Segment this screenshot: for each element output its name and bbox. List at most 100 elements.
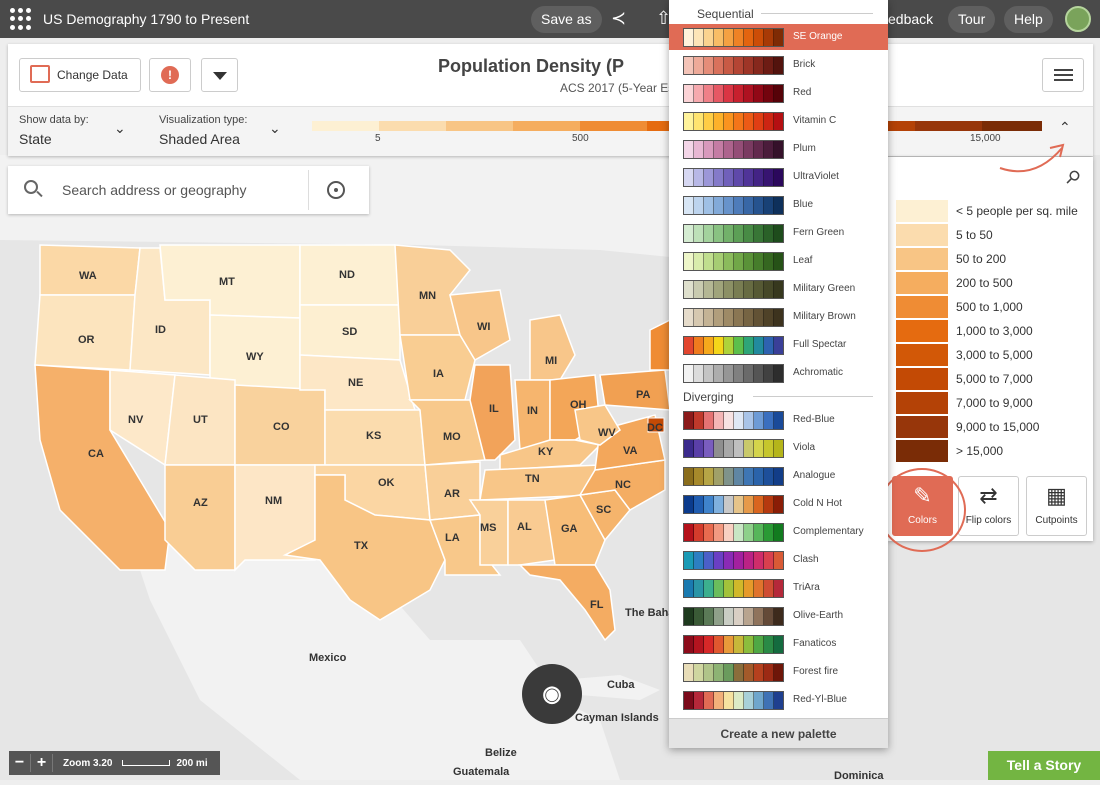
palette-option[interactable]: Brick [669, 52, 888, 78]
viz-type-select[interactable]: Shaded Area [159, 131, 240, 147]
palette-option[interactable]: Vitamin C [669, 108, 888, 134]
tell-a-story-button[interactable]: Tell a Story [988, 751, 1100, 780]
state-NY-edge[interactable] [649, 318, 671, 371]
locate-icon[interactable] [327, 181, 345, 199]
palette-color-chip [734, 468, 744, 485]
search-input[interactable]: Search address or geography [62, 182, 247, 198]
state-AZ[interactable] [164, 464, 236, 571]
palette-color-chip [724, 141, 734, 158]
palette-color-chip [744, 496, 754, 513]
palette-option[interactable]: Full Spectar [669, 332, 888, 358]
zoom-in-button[interactable]: + [31, 754, 53, 772]
state-AL[interactable] [507, 499, 556, 566]
tour-button[interactable]: Tour [948, 6, 996, 33]
state-TX[interactable] [282, 474, 446, 621]
compare-split-button[interactable]: ◉ [522, 664, 582, 724]
state-FL[interactable] [518, 564, 616, 642]
scale-swatch [915, 121, 982, 131]
menu-button[interactable] [1042, 58, 1084, 92]
state-label: MN [419, 290, 436, 302]
state-DC[interactable] [647, 417, 665, 433]
palette-color-chip [764, 253, 774, 270]
show-by-select[interactable]: State [19, 131, 52, 147]
colors-button[interactable]: ✎ Colors [892, 476, 953, 536]
palette-color-chip [764, 412, 774, 429]
zoom-out-button[interactable]: − [9, 754, 31, 772]
palette-option[interactable]: Olive-Earth [669, 603, 888, 629]
state-label: TX [354, 540, 369, 552]
palette-color-chip [764, 281, 774, 298]
palette-swatch [683, 663, 784, 682]
palette-color-chip [774, 496, 783, 513]
palette-color-chip [744, 337, 754, 354]
palette-option[interactable]: Cold N Hot [669, 491, 888, 517]
palette-option[interactable]: Analogue [669, 463, 888, 489]
state-IL[interactable] [469, 364, 516, 461]
change-data-button[interactable]: Change Data [19, 58, 141, 92]
viz-type-chevron-icon[interactable]: ⌄ [269, 120, 281, 136]
palette-option[interactable]: Plum [669, 136, 888, 162]
palette-option[interactable]: SE Orange [669, 24, 888, 50]
palette-option[interactable]: Fanaticos [669, 631, 888, 657]
feedback-button[interactable]: edback [888, 11, 934, 27]
palette-option[interactable]: Leaf [669, 248, 888, 274]
collapse-legend-chevron-icon[interactable]: ⌃ [1059, 119, 1071, 135]
app-logo-icon[interactable] [10, 8, 32, 30]
cutpoints-button[interactable]: ▦ Cutpoints [1026, 476, 1087, 536]
palette-color-chip [774, 29, 783, 46]
palette-color-chip [774, 141, 783, 158]
state-MI[interactable] [529, 314, 576, 381]
palette-option[interactable]: TriAra [669, 575, 888, 601]
flip-colors-button[interactable]: ⇄ Flip colors [958, 476, 1019, 536]
palette-name: Leaf [793, 255, 813, 266]
palette-color-chip [704, 85, 714, 102]
state-WV[interactable] [574, 404, 621, 446]
palette-color-chip [684, 309, 694, 326]
palette-option[interactable]: Military Green [669, 276, 888, 302]
info-button[interactable]: ! [149, 58, 191, 92]
palette-color-chip [694, 337, 704, 354]
palette-option[interactable]: Fern Green [669, 220, 888, 246]
palette-option[interactable]: Red [669, 80, 888, 106]
create-palette-button[interactable]: Create a new palette [669, 718, 888, 748]
state-GA[interactable] [544, 494, 606, 566]
scale-swatch [312, 121, 379, 131]
palette-color-chip [744, 636, 754, 653]
palette-option[interactable]: Blue [669, 192, 888, 218]
user-avatar[interactable] [1065, 6, 1091, 32]
palette-swatch [683, 691, 784, 710]
palette-option[interactable]: Viola [669, 435, 888, 461]
app-title[interactable]: US Demography 1790 to Present [43, 11, 250, 27]
state-IA[interactable] [399, 334, 476, 401]
palette-option[interactable]: Complementary [669, 519, 888, 545]
save-as-button[interactable]: Save as [531, 6, 602, 33]
pin-icon[interactable]: ⚲ [1061, 165, 1085, 189]
palette-name: Military Brown [793, 311, 856, 322]
show-by-chevron-icon[interactable]: ⌄ [114, 120, 126, 136]
palette-color-chip [724, 113, 734, 130]
state-WI[interactable] [449, 289, 511, 362]
palette-option[interactable]: Military Brown [669, 304, 888, 330]
state-MS[interactable] [468, 499, 509, 566]
export-icon[interactable]: ⇧ [656, 8, 672, 28]
state-MO[interactable] [408, 399, 486, 466]
palette-color-chip [744, 664, 754, 681]
help-button[interactable]: Help [1004, 6, 1053, 33]
palette-option[interactable]: Red-Blue [669, 407, 888, 433]
palette-option[interactable]: UltraViolet [669, 164, 888, 190]
colors-label: Colors [908, 515, 937, 526]
dropdown-button[interactable] [201, 58, 238, 92]
palette-option[interactable]: Clash [669, 547, 888, 573]
share-icon[interactable]: ≺ [611, 8, 627, 28]
palette-name: Red-Yl-Blue [793, 694, 847, 705]
palette-color-chip [754, 29, 764, 46]
state-NM[interactable] [234, 464, 316, 572]
palette-option[interactable]: Achromatic [669, 360, 888, 386]
scale-label: 200 mi [176, 757, 208, 769]
map-svg[interactable]: WA OR CA ID NV MT WY UT AZ CO NM ND SD N… [0, 155, 1100, 782]
state-OR[interactable] [34, 294, 136, 371]
palette-option[interactable]: Red-Yl-Blue [669, 687, 888, 713]
palette-option[interactable]: Forest fire [669, 659, 888, 685]
state-PA[interactable] [599, 369, 671, 411]
legend-swatch [896, 272, 948, 294]
